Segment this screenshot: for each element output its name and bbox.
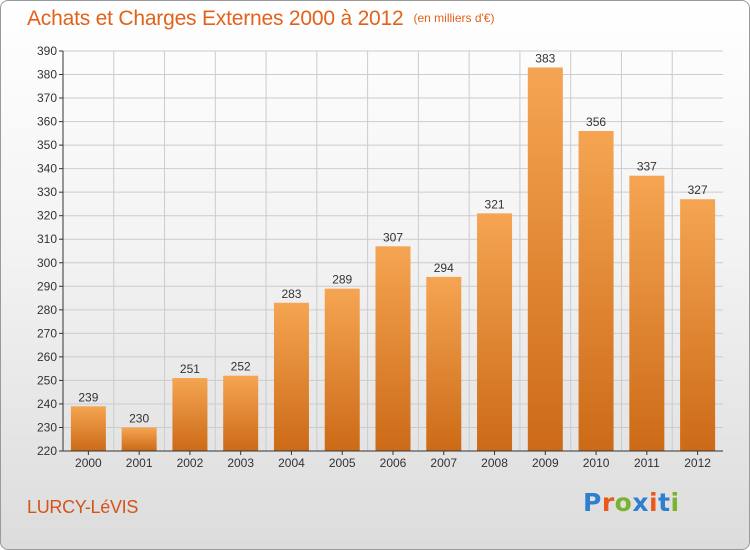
- x-tick-label: 2005: [329, 456, 356, 470]
- data-label: 327: [688, 183, 708, 197]
- y-tick-label: 390: [37, 44, 57, 58]
- data-label: 294: [434, 261, 454, 275]
- data-labels: 239 230 251 252 283 289 307 294 321 383 356 337 327: [78, 51, 708, 425]
- bar-2005: [324, 288, 360, 451]
- y-tick-label: 360: [37, 115, 57, 129]
- x-tick-label: 2009: [532, 456, 559, 470]
- chart-title: Achats et Charges Externes 2000 à 2012: [27, 7, 404, 30]
- data-label: 252: [231, 360, 251, 374]
- data-label: 307: [383, 230, 403, 244]
- y-tick-label: 310: [37, 232, 57, 246]
- y-tick-label: 330: [37, 185, 57, 199]
- bar-2003: [223, 375, 259, 451]
- chart-heading: Achats et Charges Externes 2000 à 2012 (e…: [27, 7, 494, 31]
- y-tick-label: 380: [37, 68, 57, 82]
- data-label: 321: [485, 197, 505, 211]
- logo-letter: o: [614, 488, 633, 517]
- logo-letter: r: [601, 488, 615, 517]
- data-label: 283: [281, 287, 301, 301]
- data-label: 356: [586, 115, 606, 129]
- data-label: 251: [180, 362, 200, 376]
- bar-2000: [70, 406, 106, 451]
- axes: 220 230 240 250 260 270 280 290 300 310 320 330 340 3…: [37, 44, 723, 470]
- logo-letter: P: [583, 488, 602, 517]
- x-tick-label: 2011: [634, 456, 660, 470]
- bar-2004: [273, 302, 309, 451]
- x-tick-label: 2001: [126, 456, 153, 470]
- y-tick-label: 250: [37, 373, 57, 387]
- bar-2006: [375, 246, 411, 451]
- x-tick-label: 2004: [278, 456, 305, 470]
- x-tick-label: 2012: [684, 456, 711, 470]
- bar-2011: [629, 175, 665, 452]
- y-tick-label: 270: [37, 326, 57, 340]
- proxiti-logo: Proxiti: [583, 488, 680, 517]
- y-tick-label: 240: [37, 397, 57, 411]
- x-tick-label: 2000: [75, 456, 102, 470]
- chart-subtitle: (en milliers d'€): [413, 11, 495, 25]
- y-tick-label: 230: [37, 420, 57, 434]
- x-tick-label: 2002: [177, 456, 204, 470]
- bar-2008: [477, 213, 513, 451]
- logo-letter: i: [649, 488, 659, 517]
- logo-letter: x: [632, 488, 649, 517]
- y-tick-label: 350: [37, 138, 57, 152]
- y-tick-label: 290: [37, 279, 57, 293]
- y-tick-label: 370: [37, 91, 57, 105]
- data-label: 289: [332, 273, 352, 287]
- x-tick-label: 2006: [380, 456, 407, 470]
- x-tick-label: 2003: [227, 456, 254, 470]
- bar-2007: [426, 276, 462, 451]
- logo-letter: t: [658, 488, 671, 517]
- bar-2009: [527, 67, 563, 452]
- y-tick-label: 280: [37, 303, 57, 317]
- data-label: 337: [637, 160, 657, 174]
- x-tick-label: 2010: [583, 456, 610, 470]
- y-tick-label: 340: [37, 162, 57, 176]
- y-tick-label: 260: [37, 350, 57, 364]
- x-tick-label: 2007: [430, 456, 457, 470]
- data-label: 383: [535, 51, 555, 65]
- data-label: 239: [78, 390, 98, 404]
- logo-letter: i: [670, 488, 680, 517]
- x-tick-label: 2008: [481, 456, 508, 470]
- data-label: 230: [129, 411, 149, 425]
- y-tick-label: 300: [37, 256, 57, 270]
- y-tick-label: 220: [37, 444, 57, 458]
- bar-2012: [680, 199, 716, 451]
- bar-2002: [172, 378, 208, 451]
- place-name: LURCY-LéVIS: [27, 497, 139, 517]
- y-tick-label: 320: [37, 209, 57, 223]
- bar-2010: [578, 131, 614, 451]
- bars: [70, 67, 716, 452]
- bar-2001: [121, 427, 157, 451]
